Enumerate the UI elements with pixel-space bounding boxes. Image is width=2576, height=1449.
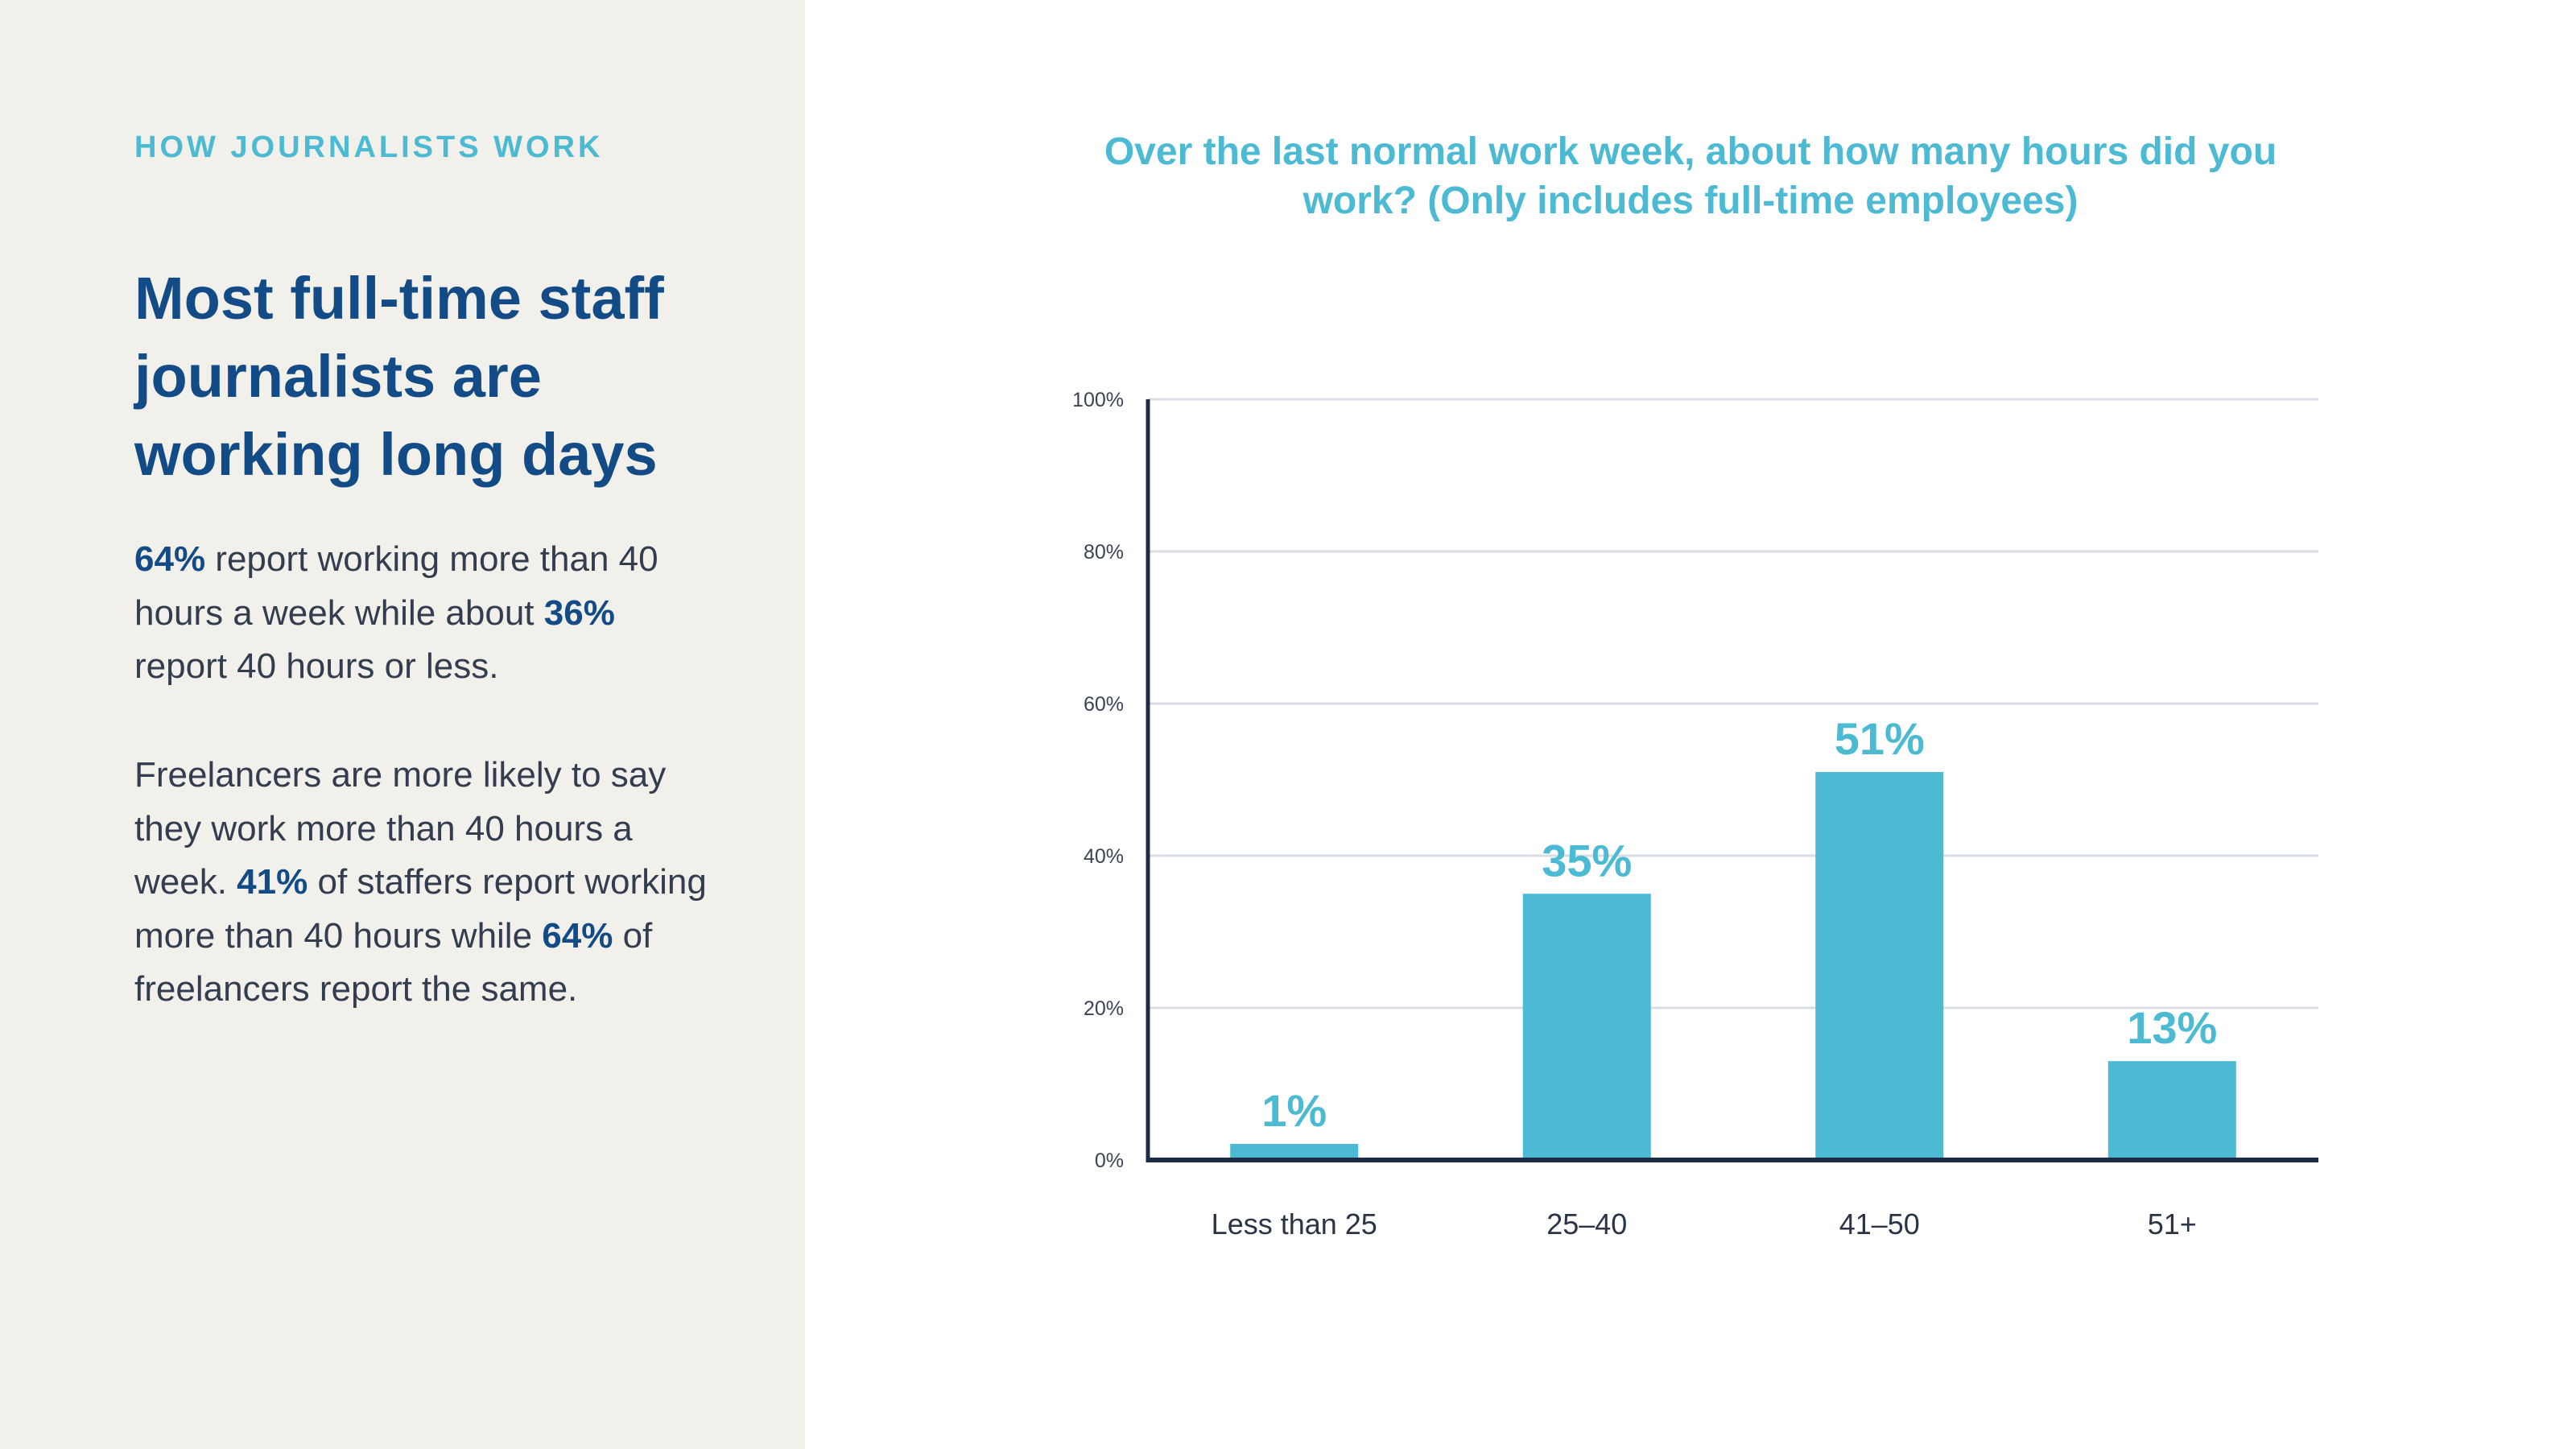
x-category-label: 51+	[2148, 1208, 2197, 1241]
bar	[1230, 1144, 1359, 1160]
summary-paragraph: 64% report working more than 40 hours a …	[134, 533, 714, 694]
x-category-label: 41–50	[1839, 1208, 1920, 1241]
y-tick-label: 80%	[1084, 541, 1124, 564]
stat-highlight: 64%	[134, 539, 206, 579]
left-panel: HOW JOURNALISTS WORK Most full-time staf…	[0, 0, 805, 1449]
data-label: 51%	[1835, 713, 1925, 764]
data-label: 13%	[2127, 1002, 2217, 1053]
paragraph-text: report 40 hours or less.	[134, 646, 499, 686]
y-tick-label: 100%	[1072, 389, 1124, 411]
x-category-label: 25–40	[1546, 1208, 1627, 1241]
y-tick-label: 20%	[1084, 997, 1124, 1020]
chart-title: Over the last normal work week, about ho…	[1104, 130, 2277, 222]
paragraph-text: of freelancers report the same.	[134, 915, 653, 1009]
freelancer-paragraph: Freelancers are more likely to say they …	[134, 749, 714, 1017]
data-label: 35%	[1542, 835, 1632, 886]
y-tick-label: 40%	[1084, 845, 1124, 868]
paragraph-text: of staffers report working more than 40 …	[134, 862, 707, 956]
data-label: 1%	[1261, 1085, 1327, 1136]
paragraph-text: report working more than 40 hours a week…	[134, 539, 658, 633]
bar	[2107, 1061, 2236, 1160]
y-tick-label: 60%	[1084, 693, 1124, 716]
x-category-label: Less than 25	[1212, 1208, 1377, 1241]
paragraph-text: Freelancers are more likely to say they …	[134, 755, 667, 902]
stat-highlight: 41%	[237, 862, 308, 902]
stat-highlight: 64%	[542, 915, 613, 956]
section-kicker: HOW JOURNALISTS WORK	[134, 130, 604, 164]
y-tick-label: 0%	[1095, 1150, 1124, 1172]
headline: Most full-time staff journalists are wor…	[134, 265, 664, 488]
stat-highlight: 36%	[543, 592, 615, 633]
bar	[1815, 772, 1944, 1160]
bar	[1522, 894, 1651, 1160]
